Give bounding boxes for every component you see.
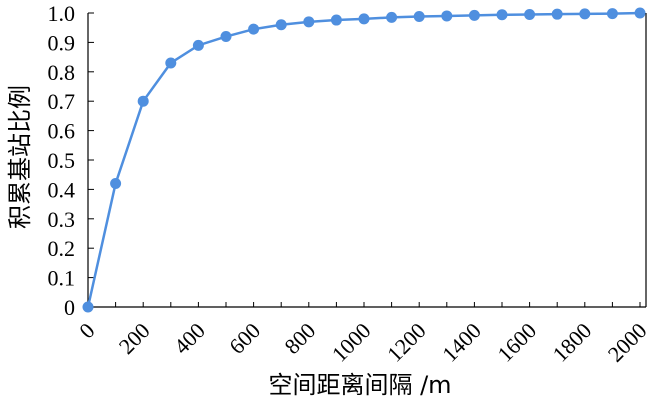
y-tick-label: 0.8 (48, 60, 76, 85)
series-group (82, 7, 646, 313)
y-axis-title: 积累基站比例 (6, 85, 34, 229)
data-point (524, 8, 536, 20)
y-tick-label: 0.5 (48, 148, 76, 173)
data-point (579, 8, 591, 20)
x-tick-label: 2000 (603, 318, 650, 367)
data-point (330, 14, 342, 26)
data-point (137, 95, 149, 107)
series-line (86, 11, 641, 308)
axes (87, 13, 647, 308)
x-tick-label: 1200 (382, 318, 431, 367)
x-tick-label: 1600 (492, 318, 541, 367)
data-point (551, 8, 563, 20)
y-tick-label: 1.0 (48, 1, 76, 26)
data-point (192, 39, 204, 51)
data-point (468, 9, 480, 21)
x-tick-label: 0 (74, 318, 99, 343)
y-tick-label: 0 (64, 295, 75, 320)
y-tick-label: 0.4 (48, 177, 76, 202)
y-tick-label: 0.2 (48, 236, 76, 261)
x-tick-label: 200 (114, 318, 155, 359)
data-point (386, 11, 398, 23)
y-tick-label: 0.6 (48, 119, 76, 144)
x-tick-label: 1400 (437, 318, 486, 367)
data-point (248, 23, 260, 35)
data-point (275, 19, 287, 31)
y-tick-label: 0.3 (48, 207, 76, 232)
x-tick-label: 1800 (548, 318, 597, 367)
x-axis-title: 空间距离间隔 /m (268, 371, 451, 399)
data-point (165, 57, 177, 69)
x-tick-label: 400 (169, 318, 210, 359)
x-tick-label: 600 (224, 318, 265, 359)
x-tick-label: 1000 (327, 318, 376, 367)
data-point (496, 9, 508, 21)
data-point (82, 301, 94, 313)
x-tick-label: 800 (279, 318, 320, 359)
ticks: 0 0.1 0.2 0.3 0.4 0.5 0.6 0.7 0.8 0.9 1.0 0 200 400 60… (48, 1, 650, 367)
data-point (110, 178, 122, 190)
y-tick-label: 0.7 (48, 89, 76, 114)
data-point (358, 13, 370, 25)
data-point (303, 16, 315, 28)
data-point (441, 10, 453, 22)
data-point (606, 8, 618, 20)
y-tick-label: 0.1 (48, 266, 76, 291)
data-point (413, 11, 425, 23)
data-point (220, 31, 232, 43)
y-tick-label: 0.9 (48, 30, 76, 55)
data-point (634, 7, 646, 19)
